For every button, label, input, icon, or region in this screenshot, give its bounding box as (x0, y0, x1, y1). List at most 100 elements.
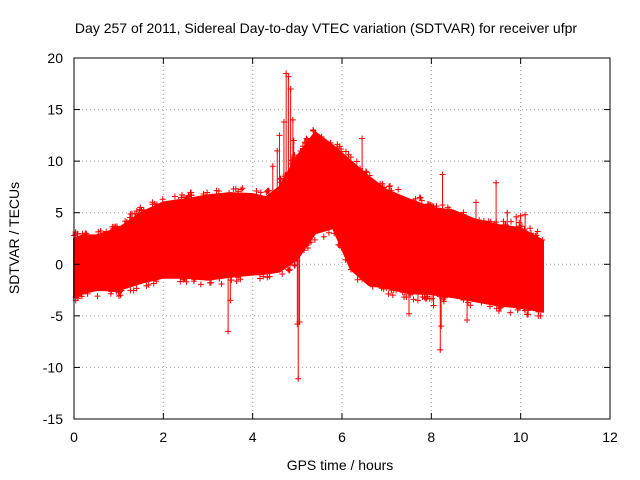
data-point (380, 184, 387, 191)
outlier-point (430, 302, 437, 309)
data-point (200, 191, 207, 198)
data-point (135, 211, 142, 218)
data-point (524, 311, 531, 318)
data-point (235, 274, 242, 281)
x-axis-label: GPS time / hours (287, 457, 394, 473)
data-point (131, 210, 138, 217)
data-point (204, 189, 211, 196)
data-point (230, 186, 237, 193)
x-ticks: 0 2 4 6 8 10 12 (70, 58, 618, 445)
data-point (145, 281, 152, 288)
outlier-point (292, 158, 299, 165)
outlier-point (464, 316, 471, 323)
data-point (181, 194, 188, 201)
data-point (419, 294, 426, 301)
data-point (277, 176, 284, 183)
y-tick-label: -5 (51, 308, 64, 324)
outlier-point (227, 297, 234, 304)
data-point (539, 237, 546, 244)
data-point (533, 232, 540, 239)
data-point (218, 280, 225, 287)
data-point (307, 239, 314, 246)
data-point (128, 214, 135, 221)
data-point (440, 298, 447, 305)
data-point (177, 278, 184, 285)
outlier-point (406, 310, 412, 317)
data-point (507, 218, 514, 225)
x-tick-label: 0 (70, 429, 78, 445)
outlier-point (285, 73, 292, 80)
outlier-point (438, 323, 445, 330)
data-point (82, 230, 89, 237)
data-point (342, 256, 349, 263)
x-tick-label: 10 (513, 429, 529, 445)
outlier-point (75, 292, 82, 299)
data-point (266, 273, 273, 280)
data-point (311, 236, 318, 243)
data-point (191, 276, 198, 283)
data-point (410, 296, 417, 303)
data-point (528, 230, 535, 237)
data-point (235, 188, 242, 195)
data-point (527, 225, 534, 232)
outlier-point (414, 297, 421, 304)
data-point (387, 182, 394, 189)
data-point (171, 193, 178, 200)
data-point (228, 277, 235, 284)
data-point (338, 148, 345, 155)
data-point (369, 283, 376, 290)
x-tick-label: 2 (159, 429, 167, 445)
data-point (363, 169, 370, 176)
data-point (476, 217, 483, 224)
data-point (537, 312, 544, 319)
outlier-point (336, 242, 343, 249)
data-point (103, 228, 110, 235)
data-point (327, 139, 334, 146)
data-point (395, 186, 402, 193)
outlier-point (276, 132, 283, 139)
data-point (417, 194, 424, 201)
x-tick-label: 6 (338, 429, 346, 445)
outlier-point (517, 212, 524, 219)
data-point (117, 292, 124, 299)
data-point (215, 187, 222, 194)
data-point (480, 217, 487, 224)
y-tick-label: -10 (43, 359, 63, 375)
data-point (410, 197, 417, 204)
data-point (285, 267, 292, 274)
data-point (534, 228, 541, 235)
data-point (260, 273, 267, 280)
outlier-point (439, 171, 446, 178)
outlier-point (359, 135, 366, 142)
outlier-point (437, 346, 444, 353)
outlier-point (283, 70, 290, 77)
data-point (362, 168, 369, 175)
data-point (521, 226, 528, 233)
data-point (430, 203, 437, 210)
series-sdtvar (71, 70, 546, 382)
data-point (377, 180, 384, 187)
data-point (320, 233, 327, 240)
data-point (418, 197, 425, 204)
y-tick-label: 5 (55, 205, 63, 221)
data-point (188, 192, 195, 199)
data-point (286, 261, 293, 268)
data-point (239, 185, 246, 192)
data-point (525, 307, 532, 314)
data-point (151, 200, 158, 207)
outlier-point (267, 220, 274, 227)
data-point (500, 218, 507, 225)
data-point (136, 206, 143, 213)
y-tick-label: -15 (43, 411, 63, 427)
data-point (304, 136, 311, 143)
data-point (114, 225, 121, 232)
data-point (446, 206, 453, 213)
data-point (123, 218, 130, 225)
data-band (73, 130, 544, 313)
outlier-point (473, 199, 479, 206)
data-point (441, 294, 448, 301)
y-tick-label: 20 (47, 50, 63, 66)
data-point (460, 209, 467, 216)
data-point (407, 291, 414, 298)
data-point (159, 196, 166, 203)
